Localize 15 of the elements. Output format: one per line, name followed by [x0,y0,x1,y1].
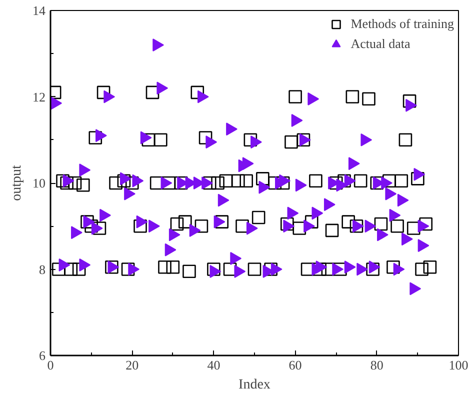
y-tick-label: 12 [32,89,46,104]
x-tick-label: 80 [370,358,384,372]
y-tick-label: 10 [32,176,46,190]
y-tick-label: 14 [32,3,46,18]
x-tick-label: 40 [207,358,220,372]
y-tick-label: 8 [39,262,46,277]
legend-label: Methods of training [350,16,454,32]
legend-label: Actual data [350,36,410,52]
x-axis-title: Index [238,378,270,392]
x-tick-label: 100 [448,358,468,372]
x-tick-label: 0 [47,358,54,372]
y-axis-title: output [10,165,24,201]
y-tick-label: 6 [39,348,46,363]
x-tick-label: 20 [126,358,139,372]
x-tick-label: 60 [288,358,302,372]
